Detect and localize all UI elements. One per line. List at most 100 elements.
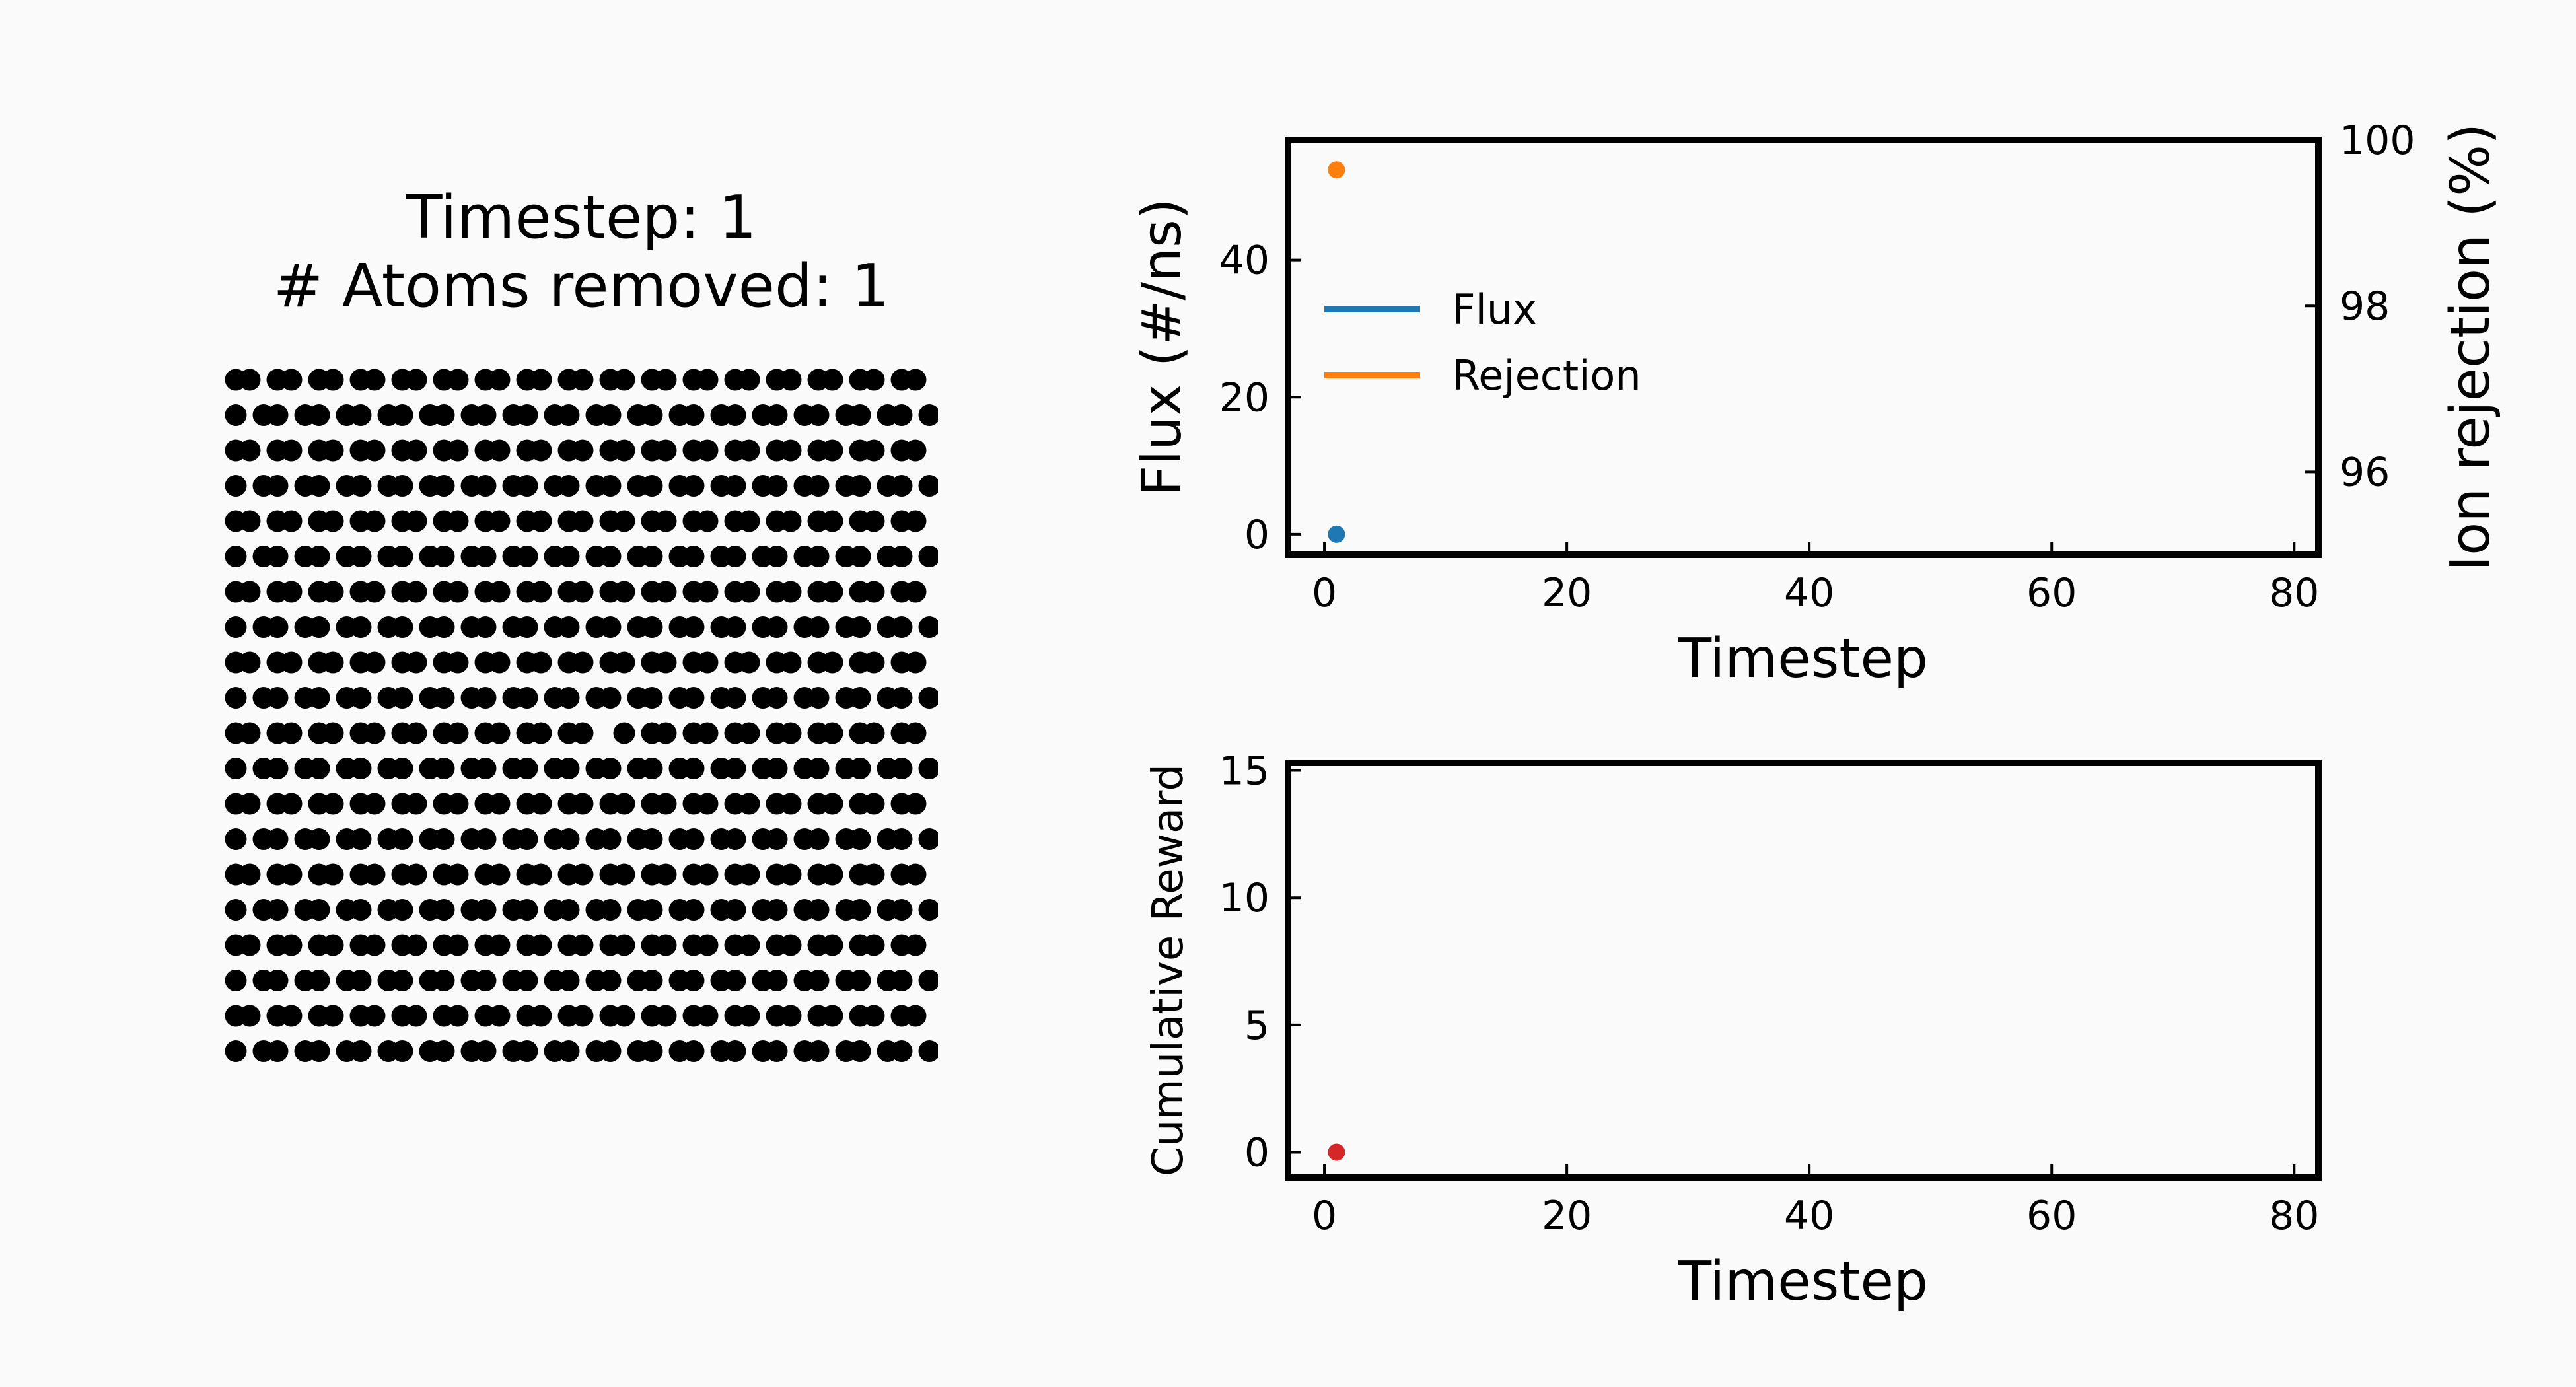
atom [349, 404, 372, 426]
atom [391, 546, 413, 567]
atom [571, 439, 594, 462]
atom [391, 899, 413, 921]
atom [599, 404, 622, 426]
atom [613, 934, 635, 956]
atom [474, 758, 497, 779]
atom [821, 439, 843, 462]
atom [308, 475, 330, 497]
atom [474, 970, 497, 991]
atom [904, 510, 927, 532]
atom [571, 863, 594, 886]
top-chart-y2-tick-label: 100 [2340, 118, 2415, 164]
atom [890, 404, 913, 426]
atom [391, 1040, 413, 1062]
atom [849, 546, 871, 567]
atom [322, 439, 344, 462]
atom [918, 970, 938, 991]
atom [474, 616, 497, 638]
atom [308, 970, 330, 991]
atom [904, 369, 927, 391]
atom [821, 581, 843, 603]
atom [280, 581, 303, 603]
atom [557, 1040, 580, 1062]
atom [238, 369, 261, 391]
atom [363, 439, 386, 462]
atom [682, 546, 705, 567]
atom [516, 970, 538, 991]
atom [405, 651, 427, 674]
atom [738, 934, 760, 956]
atom [599, 475, 622, 497]
atom [904, 651, 927, 674]
atom [863, 934, 885, 956]
atom [225, 475, 247, 497]
top-chart-y-tick-label: 0 [1244, 512, 1270, 558]
atom [807, 899, 830, 921]
atom [280, 934, 303, 956]
atom [391, 828, 413, 850]
atom [904, 934, 927, 956]
bottom-chart-y-tick-label: 0 [1244, 1129, 1270, 1176]
atom [266, 687, 289, 709]
atom [779, 510, 802, 532]
atom [349, 546, 372, 567]
atom [696, 1005, 719, 1027]
atom [807, 475, 830, 497]
atom [363, 722, 386, 744]
atom [807, 616, 830, 638]
top-chart-x-tick-label: 0 [1312, 570, 1337, 616]
atom [779, 651, 802, 674]
atom [738, 1005, 760, 1027]
atom [391, 687, 413, 709]
atom [433, 970, 455, 991]
atom [821, 510, 843, 532]
atom [779, 722, 802, 744]
atom [779, 863, 802, 886]
atom [682, 758, 705, 779]
atom-lattice [225, 369, 938, 1062]
atom [447, 510, 469, 532]
atom [280, 1005, 303, 1027]
atom [682, 475, 705, 497]
atom [557, 475, 580, 497]
atom [863, 651, 885, 674]
atom [738, 793, 760, 815]
atom [308, 546, 330, 567]
atom [696, 722, 719, 744]
atom [766, 546, 788, 567]
atom [613, 581, 635, 603]
atom [849, 404, 871, 426]
atom [766, 475, 788, 497]
atom [821, 722, 843, 744]
top-chart-y2-tick-label: 96 [2340, 449, 2390, 495]
atom [696, 369, 719, 391]
atom [266, 899, 289, 921]
atom [890, 616, 913, 638]
atom [655, 793, 677, 815]
atom [391, 970, 413, 991]
atom [571, 651, 594, 674]
atom [308, 616, 330, 638]
atom [433, 404, 455, 426]
atom [238, 439, 261, 462]
atom [363, 793, 386, 815]
atom [655, 581, 677, 603]
atom [391, 404, 413, 426]
atom [557, 899, 580, 921]
atom [738, 722, 760, 744]
atom [696, 439, 719, 462]
atom [447, 581, 469, 603]
atom [433, 616, 455, 638]
atom [405, 722, 427, 744]
atom [641, 899, 663, 921]
atom [682, 687, 705, 709]
atom [821, 651, 843, 674]
atom [599, 616, 622, 638]
atom [918, 758, 938, 779]
atom [641, 546, 663, 567]
atom [349, 616, 372, 638]
atom [433, 758, 455, 779]
atom [779, 439, 802, 462]
atom [890, 687, 913, 709]
atom [488, 651, 511, 674]
